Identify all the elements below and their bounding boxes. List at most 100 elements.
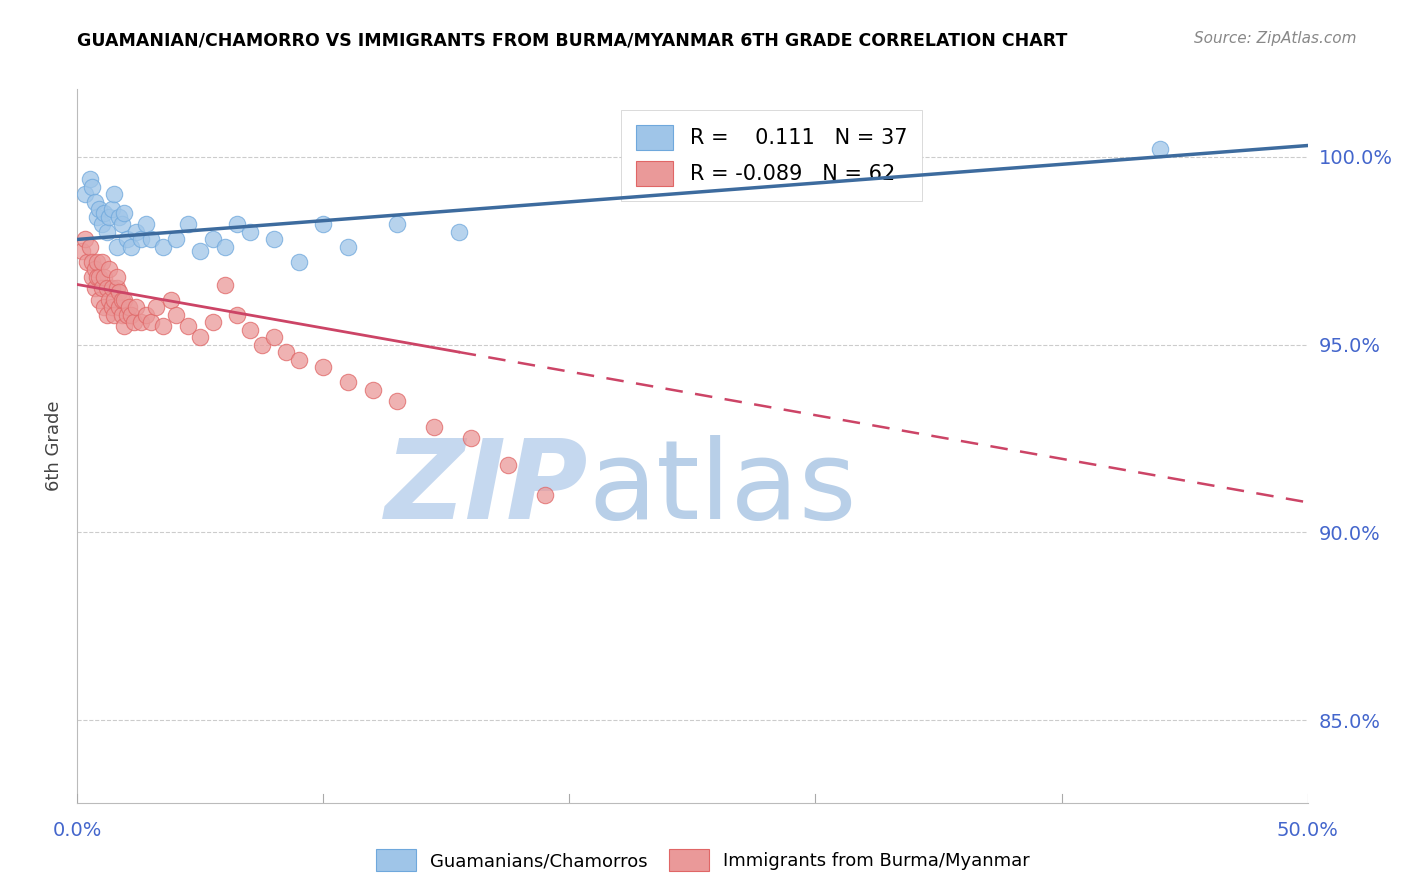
- Legend: Guamanians/Chamorros, Immigrants from Burma/Myanmar: Guamanians/Chamorros, Immigrants from Bu…: [368, 842, 1038, 879]
- Point: [79, 240, 101, 254]
- Point: [86, 270, 108, 285]
- Point: [177, 218, 200, 232]
- Point: [112, 206, 135, 220]
- Point: [263, 330, 285, 344]
- Point: [96, 308, 118, 322]
- Point: [385, 218, 409, 232]
- Point: [276, 345, 298, 359]
- Point: [152, 240, 174, 254]
- Text: 50.0%: 50.0%: [1277, 821, 1339, 839]
- Point: [141, 232, 163, 246]
- Point: [111, 218, 132, 232]
- Point: [312, 218, 335, 232]
- Point: [129, 315, 153, 329]
- Point: [82, 179, 104, 194]
- Point: [496, 458, 519, 472]
- Point: [201, 315, 224, 329]
- Point: [101, 300, 124, 314]
- Text: ZIP: ZIP: [384, 435, 588, 542]
- Point: [250, 337, 273, 351]
- Point: [90, 255, 114, 269]
- Point: [288, 255, 311, 269]
- Point: [73, 187, 96, 202]
- Point: [83, 194, 105, 209]
- Text: GUAMANIAN/CHAMORRO VS IMMIGRANTS FROM BURMA/MYANMAR 6TH GRADE CORRELATION CHART: GUAMANIAN/CHAMORRO VS IMMIGRANTS FROM BU…: [77, 31, 1067, 49]
- Legend: R =    0.111   N = 37, R = -0.089   N = 62: R = 0.111 N = 37, R = -0.089 N = 62: [621, 111, 922, 201]
- Point: [121, 240, 143, 254]
- Point: [460, 432, 482, 446]
- Text: atlas: atlas: [588, 435, 856, 542]
- Point: [534, 488, 557, 502]
- Point: [76, 255, 98, 269]
- Point: [101, 202, 124, 217]
- Point: [90, 218, 114, 232]
- Point: [337, 375, 360, 389]
- Point: [96, 225, 118, 239]
- Text: 0.0%: 0.0%: [52, 821, 103, 839]
- Point: [226, 218, 249, 232]
- Point: [98, 262, 121, 277]
- Point: [112, 293, 135, 307]
- Point: [1149, 142, 1171, 156]
- Point: [90, 281, 114, 295]
- Point: [423, 420, 446, 434]
- Point: [101, 281, 124, 295]
- Point: [145, 300, 167, 314]
- Point: [108, 285, 131, 299]
- Point: [122, 315, 145, 329]
- Point: [103, 187, 125, 202]
- Point: [111, 293, 132, 307]
- Point: [121, 308, 143, 322]
- Point: [82, 270, 104, 285]
- Point: [79, 172, 101, 186]
- Point: [226, 308, 249, 322]
- Point: [385, 393, 409, 408]
- Point: [115, 232, 138, 246]
- Point: [125, 225, 148, 239]
- Point: [89, 202, 111, 217]
- Point: [214, 240, 236, 254]
- Point: [214, 277, 236, 292]
- Point: [111, 308, 132, 322]
- Point: [201, 232, 224, 246]
- Point: [165, 232, 187, 246]
- Point: [105, 270, 128, 285]
- Point: [105, 240, 128, 254]
- Point: [160, 293, 183, 307]
- Point: [118, 300, 141, 314]
- Point: [86, 255, 108, 269]
- Point: [177, 318, 200, 333]
- Point: [83, 262, 105, 277]
- Point: [93, 206, 115, 220]
- Point: [108, 210, 131, 224]
- Point: [165, 308, 187, 322]
- Point: [152, 318, 174, 333]
- Point: [361, 383, 384, 397]
- Point: [112, 318, 135, 333]
- Point: [93, 300, 115, 314]
- Point: [141, 315, 163, 329]
- Point: [108, 300, 131, 314]
- Point: [82, 255, 104, 269]
- Point: [103, 308, 125, 322]
- Point: [98, 293, 121, 307]
- Point: [89, 293, 111, 307]
- Point: [70, 244, 93, 258]
- Y-axis label: 6th Grade: 6th Grade: [45, 401, 63, 491]
- Point: [135, 218, 157, 232]
- Point: [188, 244, 212, 258]
- Point: [312, 360, 335, 375]
- Point: [135, 308, 157, 322]
- Point: [83, 281, 105, 295]
- Point: [93, 270, 115, 285]
- Point: [125, 300, 148, 314]
- Point: [115, 308, 138, 322]
- Point: [96, 281, 118, 295]
- Text: Source: ZipAtlas.com: Source: ZipAtlas.com: [1194, 31, 1357, 46]
- Point: [103, 293, 125, 307]
- Point: [288, 352, 311, 367]
- Point: [89, 270, 111, 285]
- Point: [337, 240, 360, 254]
- Point: [105, 281, 128, 295]
- Point: [239, 322, 262, 336]
